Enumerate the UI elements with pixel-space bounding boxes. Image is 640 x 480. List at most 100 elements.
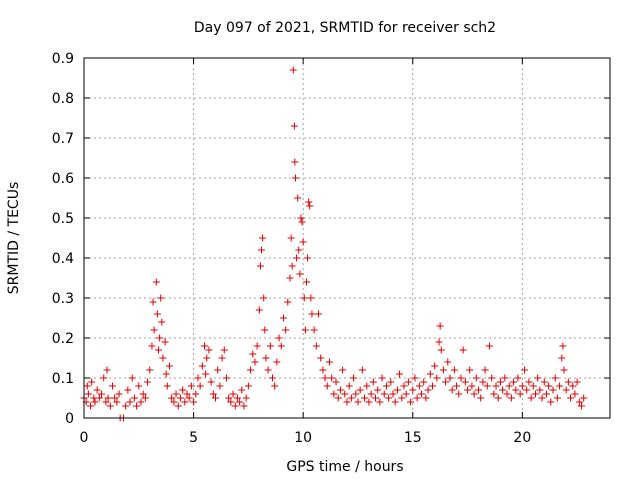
data-point (448, 386, 456, 394)
data-point (100, 374, 108, 382)
data-point (334, 394, 342, 402)
axis-ticks: 0 0.1 0.2 0.3 0.4 0.5 0.6 0.7 0.8 0.9 0 5 10 15 20 (52, 51, 610, 446)
data-point (461, 378, 469, 386)
y-axis-label: SRMTID / TECUs (6, 182, 22, 295)
data-point (284, 298, 292, 306)
data-point (126, 398, 134, 406)
data-point (501, 374, 509, 382)
data-point (518, 382, 526, 390)
y-tick-label: 0.6 (52, 171, 74, 187)
data-point (236, 398, 244, 406)
data-point (122, 402, 130, 410)
data-point (330, 390, 338, 398)
data-point (350, 374, 358, 382)
data-point (319, 366, 327, 374)
y-tick-label: 0 (65, 411, 74, 427)
data-point (580, 394, 588, 402)
data-point (137, 398, 145, 406)
data-point (216, 382, 224, 390)
data-point (290, 122, 298, 130)
data-point (499, 386, 507, 394)
data-point (146, 366, 154, 374)
data-point (268, 374, 276, 382)
data-point (426, 370, 434, 378)
y-tick-label: 0.7 (52, 131, 74, 147)
data-point (251, 358, 259, 366)
data-point (168, 394, 176, 402)
data-point (209, 390, 217, 398)
x-tick-label: 10 (294, 430, 312, 446)
data-point (282, 326, 290, 334)
data-point (291, 174, 299, 182)
data-point (156, 334, 164, 342)
data-point (393, 386, 401, 394)
data-point (382, 382, 390, 390)
data-point (341, 390, 349, 398)
data-point (301, 326, 309, 334)
data-point (361, 394, 369, 402)
data-point (218, 354, 226, 362)
data-point (488, 374, 496, 382)
data-point (571, 390, 579, 398)
data-point (162, 370, 170, 378)
data-point (287, 234, 295, 242)
data-point (91, 398, 99, 406)
data-point (415, 382, 423, 390)
data-point (261, 326, 269, 334)
data-point (354, 398, 362, 406)
data-point (163, 382, 171, 390)
data-point (102, 398, 110, 406)
data-point (83, 382, 91, 390)
data-point (296, 270, 304, 278)
data-point (409, 386, 417, 394)
data-point (556, 382, 564, 390)
data-point (328, 374, 336, 382)
data-point (144, 378, 152, 386)
data-point (494, 394, 502, 402)
data-point (256, 262, 264, 270)
data-point (391, 398, 399, 406)
data-point (288, 262, 296, 270)
data-point (139, 390, 147, 398)
data-point (225, 394, 233, 402)
data-point (185, 394, 193, 402)
data-point (220, 346, 228, 354)
data-point (496, 378, 504, 386)
data-point (231, 402, 239, 410)
data-point (295, 246, 303, 254)
data-point (196, 382, 204, 390)
data-point (523, 386, 531, 394)
data-point (553, 394, 561, 402)
data-point (291, 158, 299, 166)
data-point (404, 378, 412, 386)
data-point (152, 278, 160, 286)
data-point (165, 362, 173, 370)
data-point (88, 378, 96, 386)
data-point (300, 294, 308, 302)
data-point (540, 378, 548, 386)
data-point (135, 382, 143, 390)
data-point (569, 382, 577, 390)
data-point (396, 370, 404, 378)
data-point (266, 342, 274, 350)
data-point (305, 198, 313, 206)
data-point (304, 254, 312, 262)
data-point (446, 374, 454, 382)
data-point (293, 254, 301, 262)
data-point (492, 382, 500, 390)
data-point (516, 390, 524, 398)
data-point (436, 322, 444, 330)
data-point (549, 386, 557, 394)
data-point (433, 374, 441, 382)
data-point (450, 366, 458, 374)
data-point (527, 394, 535, 402)
data-point (521, 366, 529, 374)
data-point (108, 382, 116, 390)
data-point (115, 390, 123, 398)
data-point (490, 390, 498, 398)
data-point (369, 378, 377, 386)
data-point (249, 350, 257, 358)
data-point (212, 394, 219, 402)
data-point (512, 386, 520, 394)
data-point (363, 382, 371, 390)
